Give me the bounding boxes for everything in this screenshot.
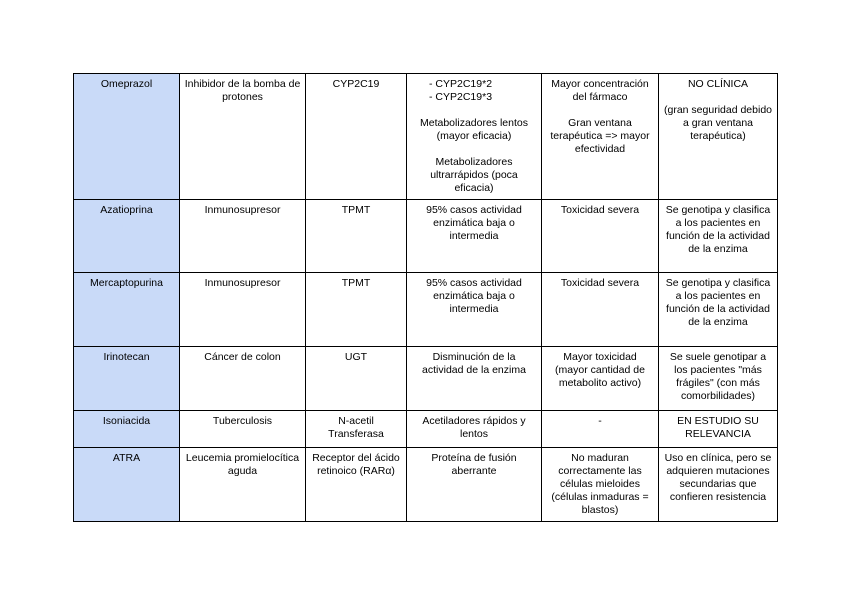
indication-text: Inhibidor de la bomba de protones <box>184 78 301 103</box>
variants-text: 95% casos actividad enzimática baja o in… <box>426 204 522 242</box>
cell-clinical: Se suele genotipar a los pacientes "más … <box>658 346 778 411</box>
cell-variants: Proteína de fusión aberrante <box>406 447 542 522</box>
clinical-text: NO CLÍNICA (gran seguridad debido a gran… <box>664 78 772 142</box>
cell-variants: 95% casos actividad enzimática baja o in… <box>406 272 542 347</box>
cell-indication: Inhibidor de la bomba de protones <box>179 73 306 200</box>
drug-text: Azatioprina <box>100 204 153 216</box>
indication-text: Tuberculosis <box>212 415 273 427</box>
cell-drug: Azatioprina <box>73 199 180 273</box>
cell-indication: Inmunosupresor <box>179 199 306 273</box>
table-row: Azatioprina Inmunosupresor TPMT 95% casos a… <box>73 199 778 273</box>
cell-variants: 95% casos actividad enzimática baja o in… <box>406 199 542 273</box>
effect-text: Mayor toxicidad (mayor cantidad de metab… <box>555 351 645 389</box>
cell-drug: Isoniacida <box>73 410 180 448</box>
indication-text: Leucemia promielocítica aguda <box>185 452 300 477</box>
effect-text: Mayor concentración del fármaco Gran ven… <box>550 78 650 155</box>
cell-effect: Toxicidad severa <box>541 199 659 273</box>
cell-effect: Mayor concentración del fármaco Gran ven… <box>541 73 659 200</box>
cell-gene: CYP2C19 <box>305 73 407 200</box>
cell-effect: Toxicidad severa <box>541 272 659 347</box>
cell-gene: Receptor del ácido retinoico (RARα) <box>305 447 407 522</box>
variant-list-item: - CYP2C19*3 <box>429 91 493 103</box>
cell-variants: Disminución de la actividad de la enzima <box>406 346 542 411</box>
drug-text: Omeprazol <box>100 78 153 90</box>
effect-text: Toxicidad severa <box>560 277 640 289</box>
gene-text: N-acetil Transferasa <box>328 415 384 440</box>
cell-effect: Mayor toxicidad (mayor cantidad de metab… <box>541 346 659 411</box>
cell-drug: Irinotecan <box>73 346 180 411</box>
drug-text: Irinotecan <box>103 351 150 363</box>
cell-drug: Omeprazol <box>73 73 180 200</box>
indication-text: Inmunosupresor <box>204 204 281 216</box>
variants-text: Acetiladores rápidos y lentos <box>422 415 526 440</box>
cell-clinical: EN ESTUDIO SU RELEVANCIA <box>658 410 778 448</box>
clinical-text: Se genotipa y clasifica a los pacientes … <box>665 277 771 328</box>
variants-text: Metabolizadores lentos (mayor eficacia) … <box>420 117 528 194</box>
effect-text: Toxicidad severa <box>560 204 640 216</box>
cell-effect: - <box>541 410 659 448</box>
clinical-text: Se suele genotipar a los pacientes "más … <box>669 351 767 402</box>
pharmacogenomics-table: Omeprazol Inhibidor de la bomba de proton… <box>73 73 778 522</box>
gene-text: TPMT <box>341 277 371 289</box>
variants-text: Disminución de la actividad de la enzima <box>422 351 526 376</box>
cell-clinical: Uso en clínica, pero se adquieren mutaci… <box>658 447 778 522</box>
drug-text: Mercaptopurina <box>90 277 163 289</box>
indication-text: Cáncer de colon <box>204 351 281 363</box>
clinical-text: EN ESTUDIO SU RELEVANCIA <box>677 415 759 440</box>
drug-text: Isoniacida <box>102 415 151 427</box>
cell-effect: No maduran correctamente las células mie… <box>541 447 659 522</box>
variants-text: Proteína de fusión aberrante <box>431 452 517 477</box>
effect-text: No maduran correctamente las células mie… <box>551 452 649 516</box>
table-row: ATRA Leucemia promielocítica aguda Recepto… <box>73 447 778 522</box>
cell-drug: ATRA <box>73 447 180 522</box>
table-row: Isoniacida Tuberculosis N-acetil Transfera… <box>73 410 778 448</box>
table-row: Omeprazol Inhibidor de la bomba de proton… <box>73 73 778 200</box>
cell-gene: N-acetil Transferasa <box>305 410 407 448</box>
cell-gene: UGT <box>305 346 407 411</box>
indication-text: Inmunosupresor <box>204 277 281 289</box>
cell-variants: Acetiladores rápidos y lentos <box>406 410 542 448</box>
cell-indication: Tuberculosis <box>179 410 306 448</box>
cell-drug: Mercaptopurina <box>73 272 180 347</box>
variants-text: 95% casos actividad enzimática baja o in… <box>426 277 522 315</box>
cell-gene: TPMT <box>305 272 407 347</box>
gene-text: UGT <box>344 351 368 363</box>
gene-text: Receptor del ácido retinoico (RARα) <box>312 452 400 477</box>
table-row: Mercaptopurina Inmunosupresor TPMT 95% caso… <box>73 272 778 347</box>
effect-text: - <box>598 415 602 427</box>
cell-variants: - CYP2C19*2- CYP2C19*3 Metabolizadores le… <box>406 73 542 200</box>
gene-text: TPMT <box>341 204 371 216</box>
cell-indication: Inmunosupresor <box>179 272 306 347</box>
clinical-text: Uso en clínica, pero se adquieren mutaci… <box>664 452 772 503</box>
table-row: Irinotecan Cáncer de colon UGT Disminución … <box>73 346 778 411</box>
cell-gene: TPMT <box>305 199 407 273</box>
cell-clinical: NO CLÍNICA (gran seguridad debido a gran… <box>658 73 778 200</box>
cell-clinical: Se genotipa y clasifica a los pacientes … <box>658 272 778 347</box>
cell-indication: Cáncer de colon <box>179 346 306 411</box>
gene-text: CYP2C19 <box>332 78 380 90</box>
variant-list-item: - CYP2C19*2 <box>429 78 493 90</box>
drug-text: ATRA <box>112 452 141 464</box>
clinical-text: Se genotipa y clasifica a los pacientes … <box>665 204 771 255</box>
cell-indication: Leucemia promielocítica aguda <box>179 447 306 522</box>
cell-clinical: Se genotipa y clasifica a los pacientes … <box>658 199 778 273</box>
